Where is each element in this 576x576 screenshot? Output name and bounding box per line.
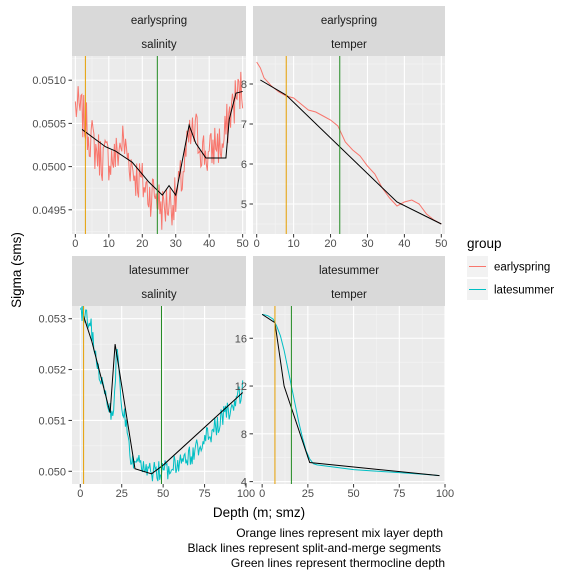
x-tick-label: 100 — [436, 488, 454, 500]
strip-background — [72, 256, 246, 306]
y-tick-label: 8 — [241, 429, 247, 441]
strip-label-group: latesummer — [319, 265, 379, 277]
x-axis-title: Depth (m; smz) — [213, 505, 305, 520]
strip-label-variable: salinity — [141, 39, 176, 51]
x-tick-label: 25 — [302, 488, 314, 500]
y-tick-label: 0.051 — [38, 415, 66, 427]
x-tick-label: 100 — [237, 488, 255, 500]
x-tick-label: 10 — [103, 238, 115, 250]
series-line-latesummer — [262, 313, 440, 477]
series-line-earlyspring — [256, 61, 442, 225]
x-tick-label: 10 — [287, 238, 299, 250]
x-tick-label: 50 — [237, 238, 249, 250]
y-tick-label: 0.053 — [38, 314, 66, 326]
segment-line — [260, 79, 442, 225]
panel-data — [261, 306, 440, 484]
y-tick-label: 4 — [241, 477, 247, 489]
series-line-earlyspring — [74, 71, 244, 230]
segment-line — [81, 90, 243, 197]
x-tick-label: 30 — [361, 238, 373, 250]
segment-line — [261, 313, 440, 477]
panel-background — [253, 306, 445, 484]
x-tick-label: 0 — [254, 238, 260, 250]
panel-ls_salinity: latesummer salinity 0 25 50 75 100 0.050 0.051 0.… — [38, 256, 255, 500]
x-tick-label: 40 — [398, 238, 410, 250]
legend-label-earlyspring: earlyspring — [494, 262, 550, 274]
strip-label-variable: temper — [331, 289, 367, 301]
strip-label-variable: salinity — [141, 289, 176, 301]
y-tick-label: 8 — [241, 79, 247, 91]
y-tick-label: 16 — [235, 333, 247, 345]
caption: Orange lines represent mix layer depth B… — [188, 526, 445, 570]
x-tick-label: 25 — [116, 488, 128, 500]
panel-es_temper: earlyspring temper 0 10 20 30 40 50 5 6 7 8 — [241, 6, 447, 250]
legend: group earlyspring latesummer — [467, 236, 554, 300]
y-tick-label: 12 — [235, 381, 247, 393]
x-tick-label: 75 — [393, 488, 405, 500]
x-tick-label: 0 — [77, 488, 83, 500]
y-tick-label: 0.050 — [38, 466, 66, 478]
caption-line-segments: Black lines represent split-and-merge se… — [188, 541, 441, 555]
x-tick-label: 50 — [157, 488, 169, 500]
panel-es_salinity: earlyspring salinity 0 10 20 30 40 50 0.0495 0.05… — [32, 6, 249, 250]
panel-data — [74, 56, 244, 234]
y-tick-label: 7 — [241, 119, 247, 131]
strip-label-group: earlyspring — [131, 15, 187, 27]
y-tick-label: 0.052 — [38, 365, 66, 377]
panel-data — [79, 306, 244, 484]
x-tick-label: 50 — [347, 488, 359, 500]
strip-label-variable: temper — [331, 39, 367, 51]
y-tick-label: 0.0500 — [32, 162, 66, 174]
y-tick-label: 0.0505 — [32, 118, 66, 130]
strip-background — [253, 6, 445, 56]
y-tick-label: 5 — [241, 199, 247, 211]
strip-background — [253, 256, 445, 306]
x-tick-label: 20 — [136, 238, 148, 250]
x-tick-label: 75 — [198, 488, 210, 500]
caption-line-thermocline: Green lines represent thermocline depth — [231, 556, 445, 570]
x-tick-label: 0 — [72, 238, 78, 250]
y-tick-label: 6 — [241, 159, 247, 171]
y-axis-title: Sigma (sms) — [9, 232, 24, 308]
x-tick-label: 50 — [435, 238, 447, 250]
panel-data — [256, 56, 442, 234]
caption-line-mix-layer: Orange lines represent mix layer depth — [236, 526, 443, 540]
y-tick-label: 0.0495 — [32, 205, 66, 217]
legend-label-latesummer: latesummer — [494, 285, 554, 297]
legend-title: group — [467, 236, 502, 251]
strip-label-group: latesummer — [129, 265, 189, 277]
x-tick-label: 30 — [170, 238, 182, 250]
x-tick-label: 40 — [203, 238, 215, 250]
x-tick-label: 0 — [259, 488, 265, 500]
y-tick-label: 0.0510 — [32, 75, 66, 87]
strip-label-group: earlyspring — [321, 15, 377, 27]
x-tick-label: 20 — [324, 238, 336, 250]
strip-background — [72, 6, 246, 56]
